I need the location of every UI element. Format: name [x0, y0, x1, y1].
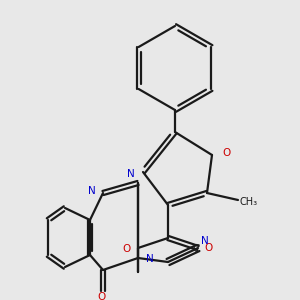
Text: O: O — [222, 148, 230, 158]
Text: N: N — [201, 236, 208, 245]
Text: O: O — [122, 244, 131, 254]
Text: N: N — [127, 169, 134, 179]
Text: N: N — [88, 187, 95, 196]
Text: N: N — [146, 254, 153, 265]
Text: C: C — [192, 244, 199, 254]
Text: CH₃: CH₃ — [240, 197, 258, 207]
Text: O: O — [98, 292, 106, 300]
Text: O: O — [204, 243, 213, 253]
